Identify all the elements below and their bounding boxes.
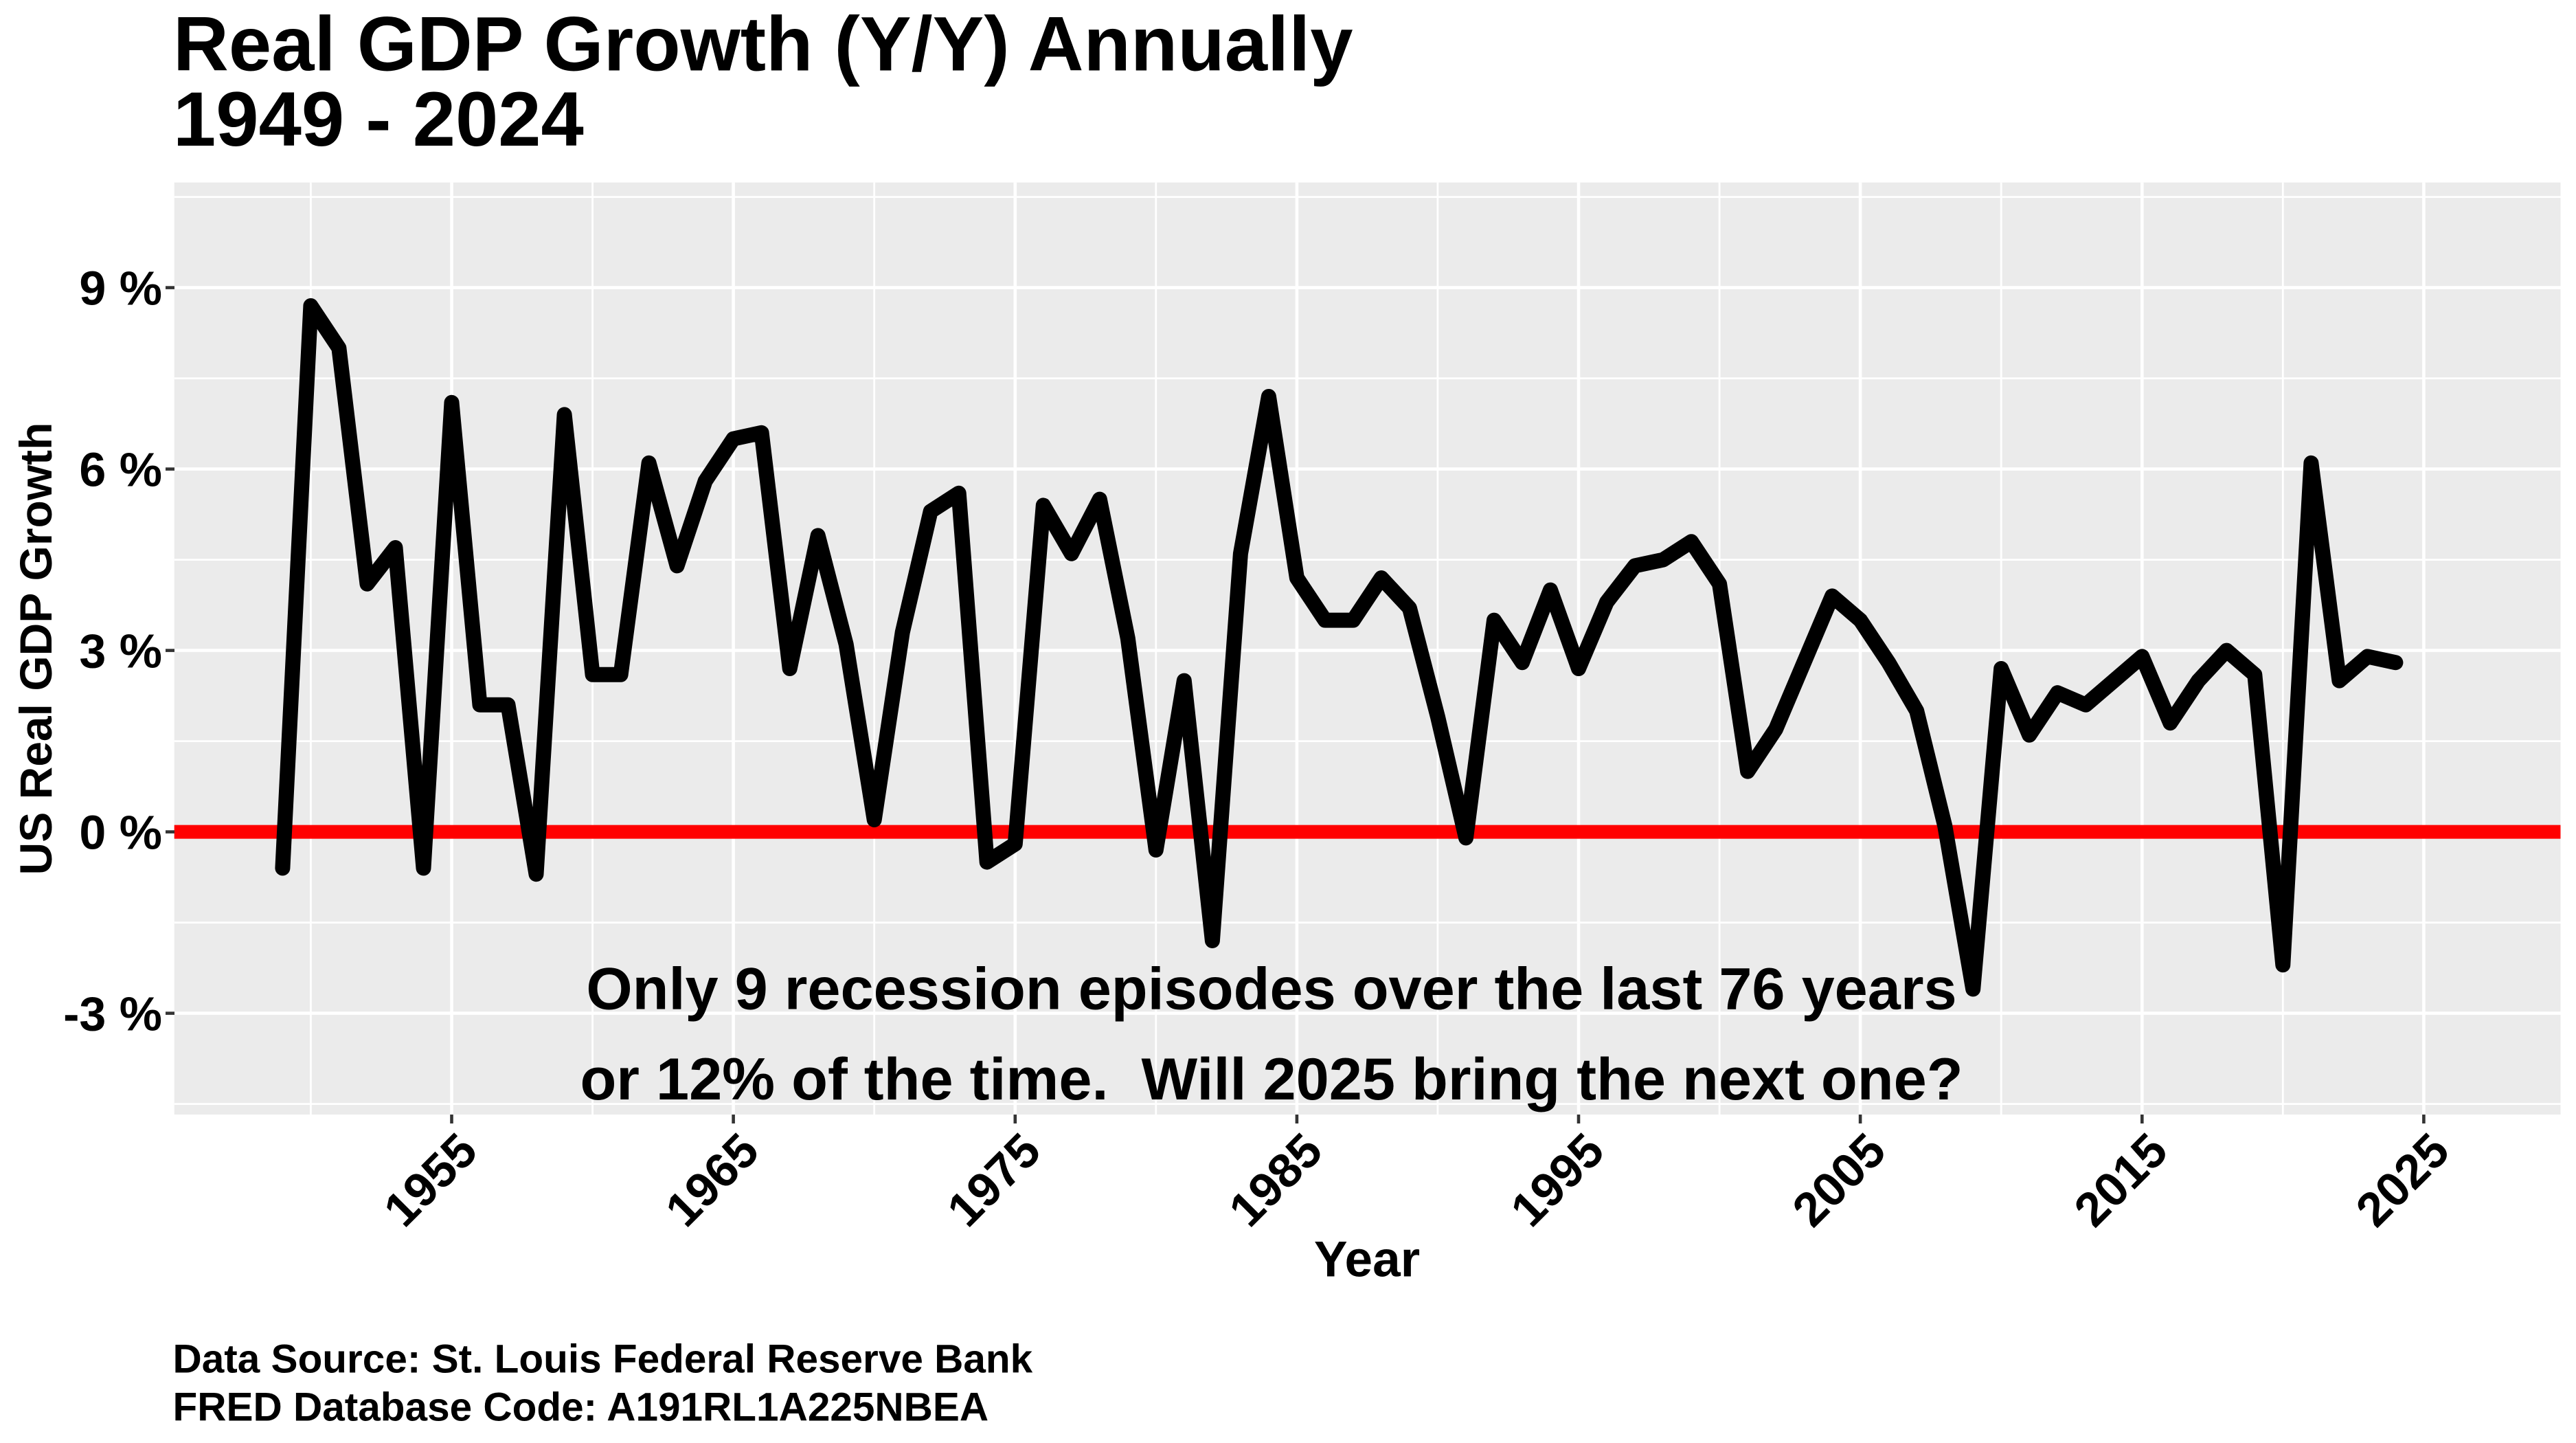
svg-text:Real GDP Growth (Y/Y) Annually: Real GDP Growth (Y/Y) Annually bbox=[173, 1, 1353, 87]
svg-text:1949 - 2024: 1949 - 2024 bbox=[173, 76, 584, 162]
svg-text:0 %: 0 % bbox=[79, 805, 162, 859]
svg-text:3 %: 3 % bbox=[79, 624, 162, 678]
svg-text:US Real GDP Growth: US Real GDP Growth bbox=[10, 423, 61, 875]
svg-text:Data Source: St. Louis Federal: Data Source: St. Louis Federal Reserve B… bbox=[173, 1337, 1033, 1382]
svg-text:-3 %: -3 % bbox=[63, 987, 162, 1040]
svg-text:Only 9 recession episodes over: Only 9 recession episodes over the last … bbox=[586, 957, 1956, 1022]
svg-text:9 %: 9 % bbox=[79, 261, 162, 315]
svg-text:Year: Year bbox=[1314, 1232, 1420, 1288]
svg-text:or 12% of the time. Will 2025: or 12% of the time. Will 2025 bring the … bbox=[580, 1047, 1963, 1112]
svg-text:FRED Database Code: A191RL1A22: FRED Database Code: A191RL1A225NBEA bbox=[173, 1385, 989, 1429]
svg-text:6 %: 6 % bbox=[79, 443, 162, 496]
